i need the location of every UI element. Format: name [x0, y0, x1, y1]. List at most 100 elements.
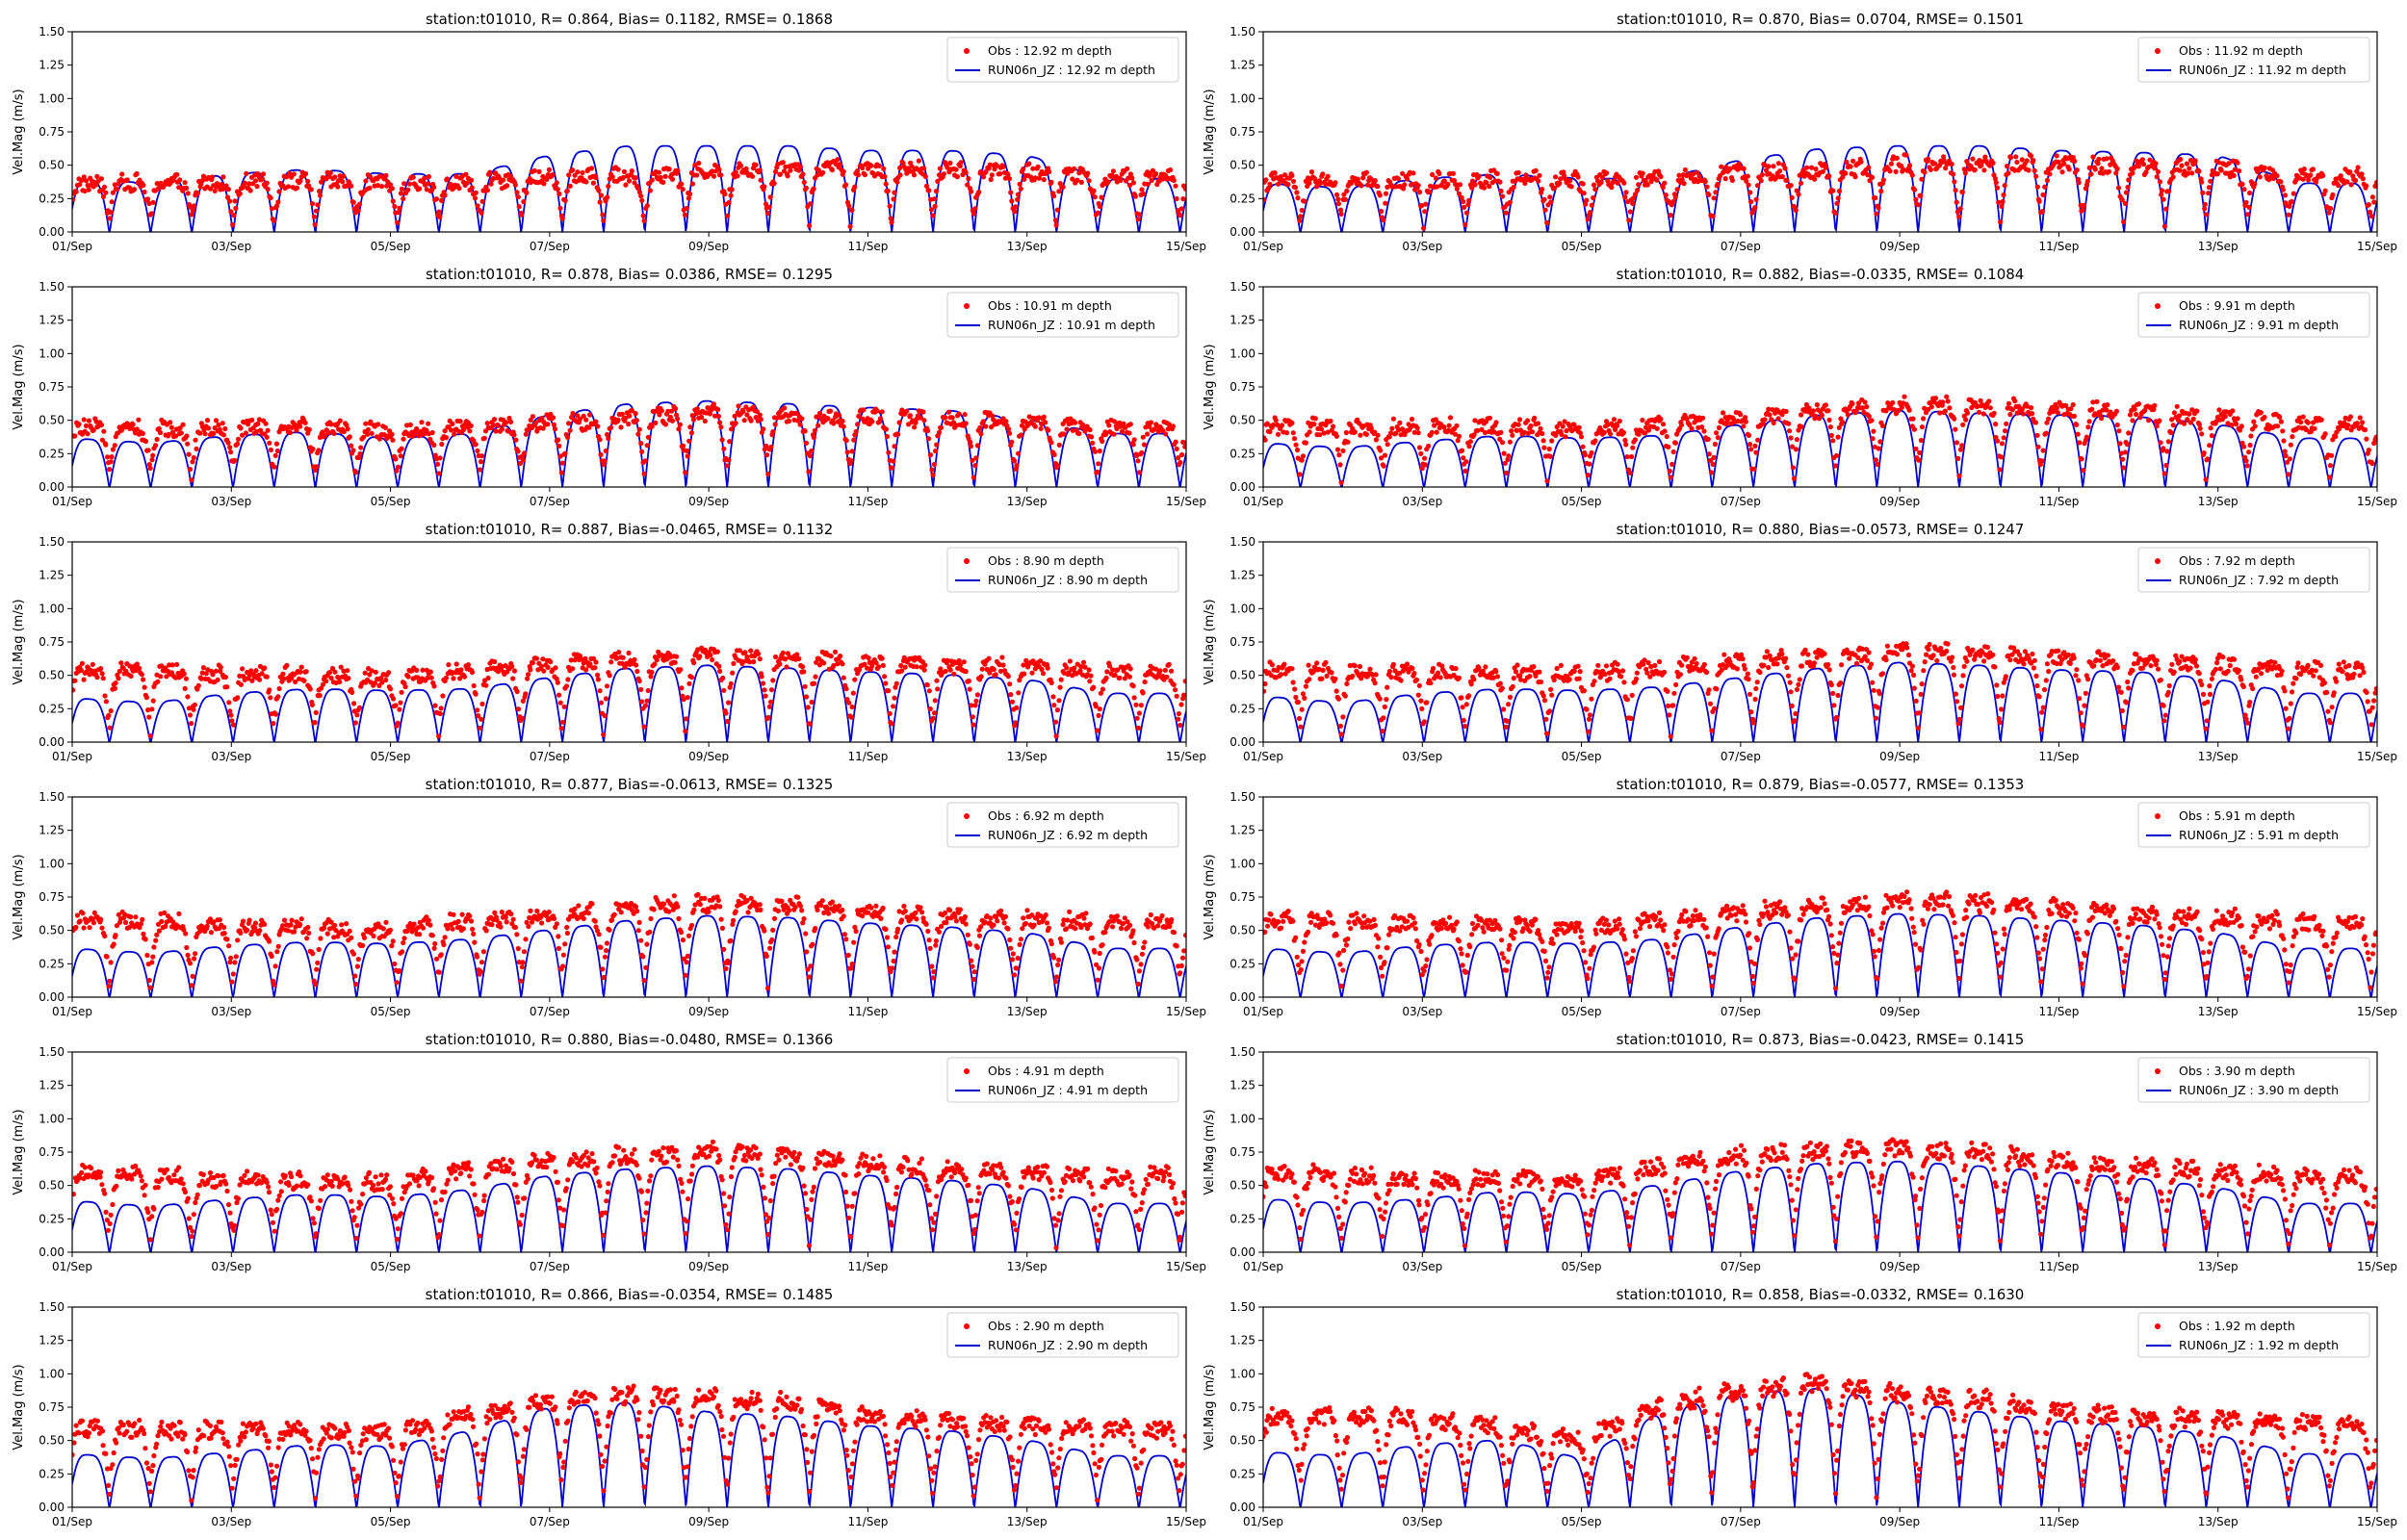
obs-point	[1462, 468, 1468, 474]
obs-point	[2029, 405, 2034, 411]
obs-point	[2336, 183, 2342, 189]
obs-point	[866, 655, 871, 661]
obs-point	[705, 405, 711, 411]
obs-point	[1290, 680, 1296, 685]
obs-point	[2194, 408, 2200, 414]
obs-point	[1668, 213, 1673, 218]
obs-point	[390, 437, 396, 443]
obs-point	[1591, 182, 1597, 188]
obs-point	[1000, 662, 1006, 668]
legend-box	[946, 547, 1179, 593]
obs-point	[1171, 177, 1177, 183]
obs-point	[546, 167, 553, 172]
obs-point	[150, 452, 156, 458]
obs-point	[1263, 196, 1267, 203]
obs-point	[1672, 194, 1678, 200]
y-tick-label: 0.50	[1229, 159, 1255, 172]
obs-point	[1032, 424, 1038, 429]
obs-point	[986, 655, 992, 661]
obs-point	[2300, 176, 2306, 182]
obs-point	[1488, 174, 1493, 180]
obs-point	[201, 427, 207, 433]
obs-point	[2152, 166, 2158, 171]
obs-point	[202, 431, 208, 437]
obs-point	[1114, 425, 1120, 431]
obs-point	[297, 676, 302, 681]
obs-point	[754, 409, 761, 415]
obs-point	[1741, 424, 1747, 429]
obs-point	[1529, 429, 1536, 435]
obs-point	[1771, 164, 1776, 169]
model-series-line	[72, 399, 1186, 487]
obs-point	[849, 704, 855, 710]
obs-point	[600, 212, 606, 218]
obs-point	[615, 167, 621, 172]
obs-point	[1541, 445, 1547, 450]
obs-point	[971, 475, 976, 480]
obs-point	[1026, 414, 1032, 420]
obs-point	[1931, 161, 1937, 167]
obs-point	[2347, 169, 2353, 175]
obs-point	[1106, 423, 1112, 428]
obs-point	[689, 181, 696, 187]
obs-point	[1016, 690, 1022, 696]
obs-point	[1799, 424, 1804, 429]
obs-point	[1149, 177, 1154, 184]
obs-point	[1372, 680, 1378, 686]
obs-point	[545, 422, 551, 427]
obs-point	[452, 431, 457, 437]
obs-point	[274, 448, 280, 454]
obs-point	[981, 174, 987, 180]
obs-point	[2161, 446, 2166, 451]
obs-point	[1335, 696, 1342, 702]
obs-point	[306, 426, 312, 432]
obs-point	[1682, 167, 1688, 173]
obs-point	[1812, 413, 1818, 419]
obs-point	[187, 467, 194, 473]
y-tick-label: 0.25	[1229, 192, 1255, 205]
obs-point	[970, 457, 975, 463]
x-tick-label: 01/Sep	[1243, 240, 1283, 253]
obs-point	[737, 648, 742, 654]
obs-point	[1428, 680, 1434, 686]
obs-point	[1917, 449, 1923, 455]
obs-point	[267, 440, 272, 446]
obs-point	[479, 453, 485, 459]
obs-point	[1424, 700, 1430, 706]
obs-point	[2108, 162, 2113, 167]
obs-point	[1002, 175, 1008, 181]
obs-point	[213, 418, 220, 424]
obs-point	[1471, 432, 1477, 438]
obs-point	[973, 455, 979, 461]
obs-point	[768, 444, 774, 450]
obs-point	[1537, 172, 1542, 178]
x-tick-label: 13/Sep	[1007, 750, 1048, 763]
obs-point	[225, 440, 231, 446]
y-axis-label: Vel.Mag (m/s)	[1203, 599, 1217, 684]
obs-point	[1017, 678, 1022, 683]
obs-point	[1763, 167, 1770, 173]
obs-point	[438, 706, 444, 711]
obs-point	[615, 417, 621, 423]
obs-point	[2020, 411, 2027, 417]
obs-point	[969, 703, 974, 708]
obs-point	[654, 657, 660, 663]
obs-point	[272, 464, 277, 470]
obs-point	[1564, 428, 1569, 434]
obs-point	[652, 661, 658, 667]
obs-point	[641, 471, 647, 476]
obs-point	[219, 182, 224, 188]
obs-point	[696, 160, 702, 167]
y-tick-label: 0.75	[39, 635, 65, 649]
obs-point	[566, 421, 572, 426]
obs-point	[289, 424, 295, 430]
obs-point	[237, 191, 243, 196]
obs-point	[1317, 432, 1323, 438]
obs-point	[963, 421, 969, 426]
obs-point	[921, 166, 927, 171]
obs-point	[2197, 425, 2203, 431]
obs-point	[484, 188, 490, 193]
obs-point	[1577, 430, 1583, 436]
obs-point	[519, 212, 525, 218]
obs-point	[1955, 455, 1961, 461]
